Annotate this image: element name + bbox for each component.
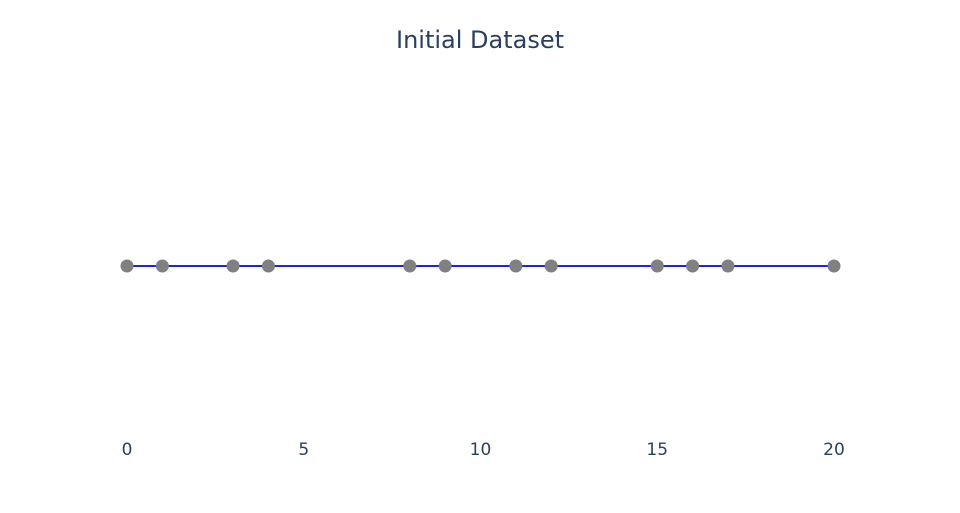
- chart-title: Initial Dataset: [396, 26, 564, 54]
- data-point[interactable]: [155, 259, 169, 273]
- x-tick-label: 20: [823, 440, 845, 460]
- x-tick-label: 5: [298, 440, 309, 460]
- data-point[interactable]: [120, 259, 134, 273]
- data-point[interactable]: [827, 259, 841, 273]
- data-point[interactable]: [686, 259, 700, 273]
- data-point[interactable]: [261, 259, 275, 273]
- data-point[interactable]: [509, 259, 523, 273]
- series: [120, 259, 841, 273]
- data-point[interactable]: [438, 259, 452, 273]
- data-point[interactable]: [721, 259, 735, 273]
- x-tick-label: 10: [470, 440, 492, 460]
- x-axis: 0 5 10 15 20: [122, 440, 845, 460]
- data-point[interactable]: [226, 259, 240, 273]
- x-tick-label: 15: [646, 440, 668, 460]
- x-tick-label: 0: [122, 440, 133, 460]
- data-point[interactable]: [650, 259, 664, 273]
- data-point[interactable]: [403, 259, 417, 273]
- data-point[interactable]: [544, 259, 558, 273]
